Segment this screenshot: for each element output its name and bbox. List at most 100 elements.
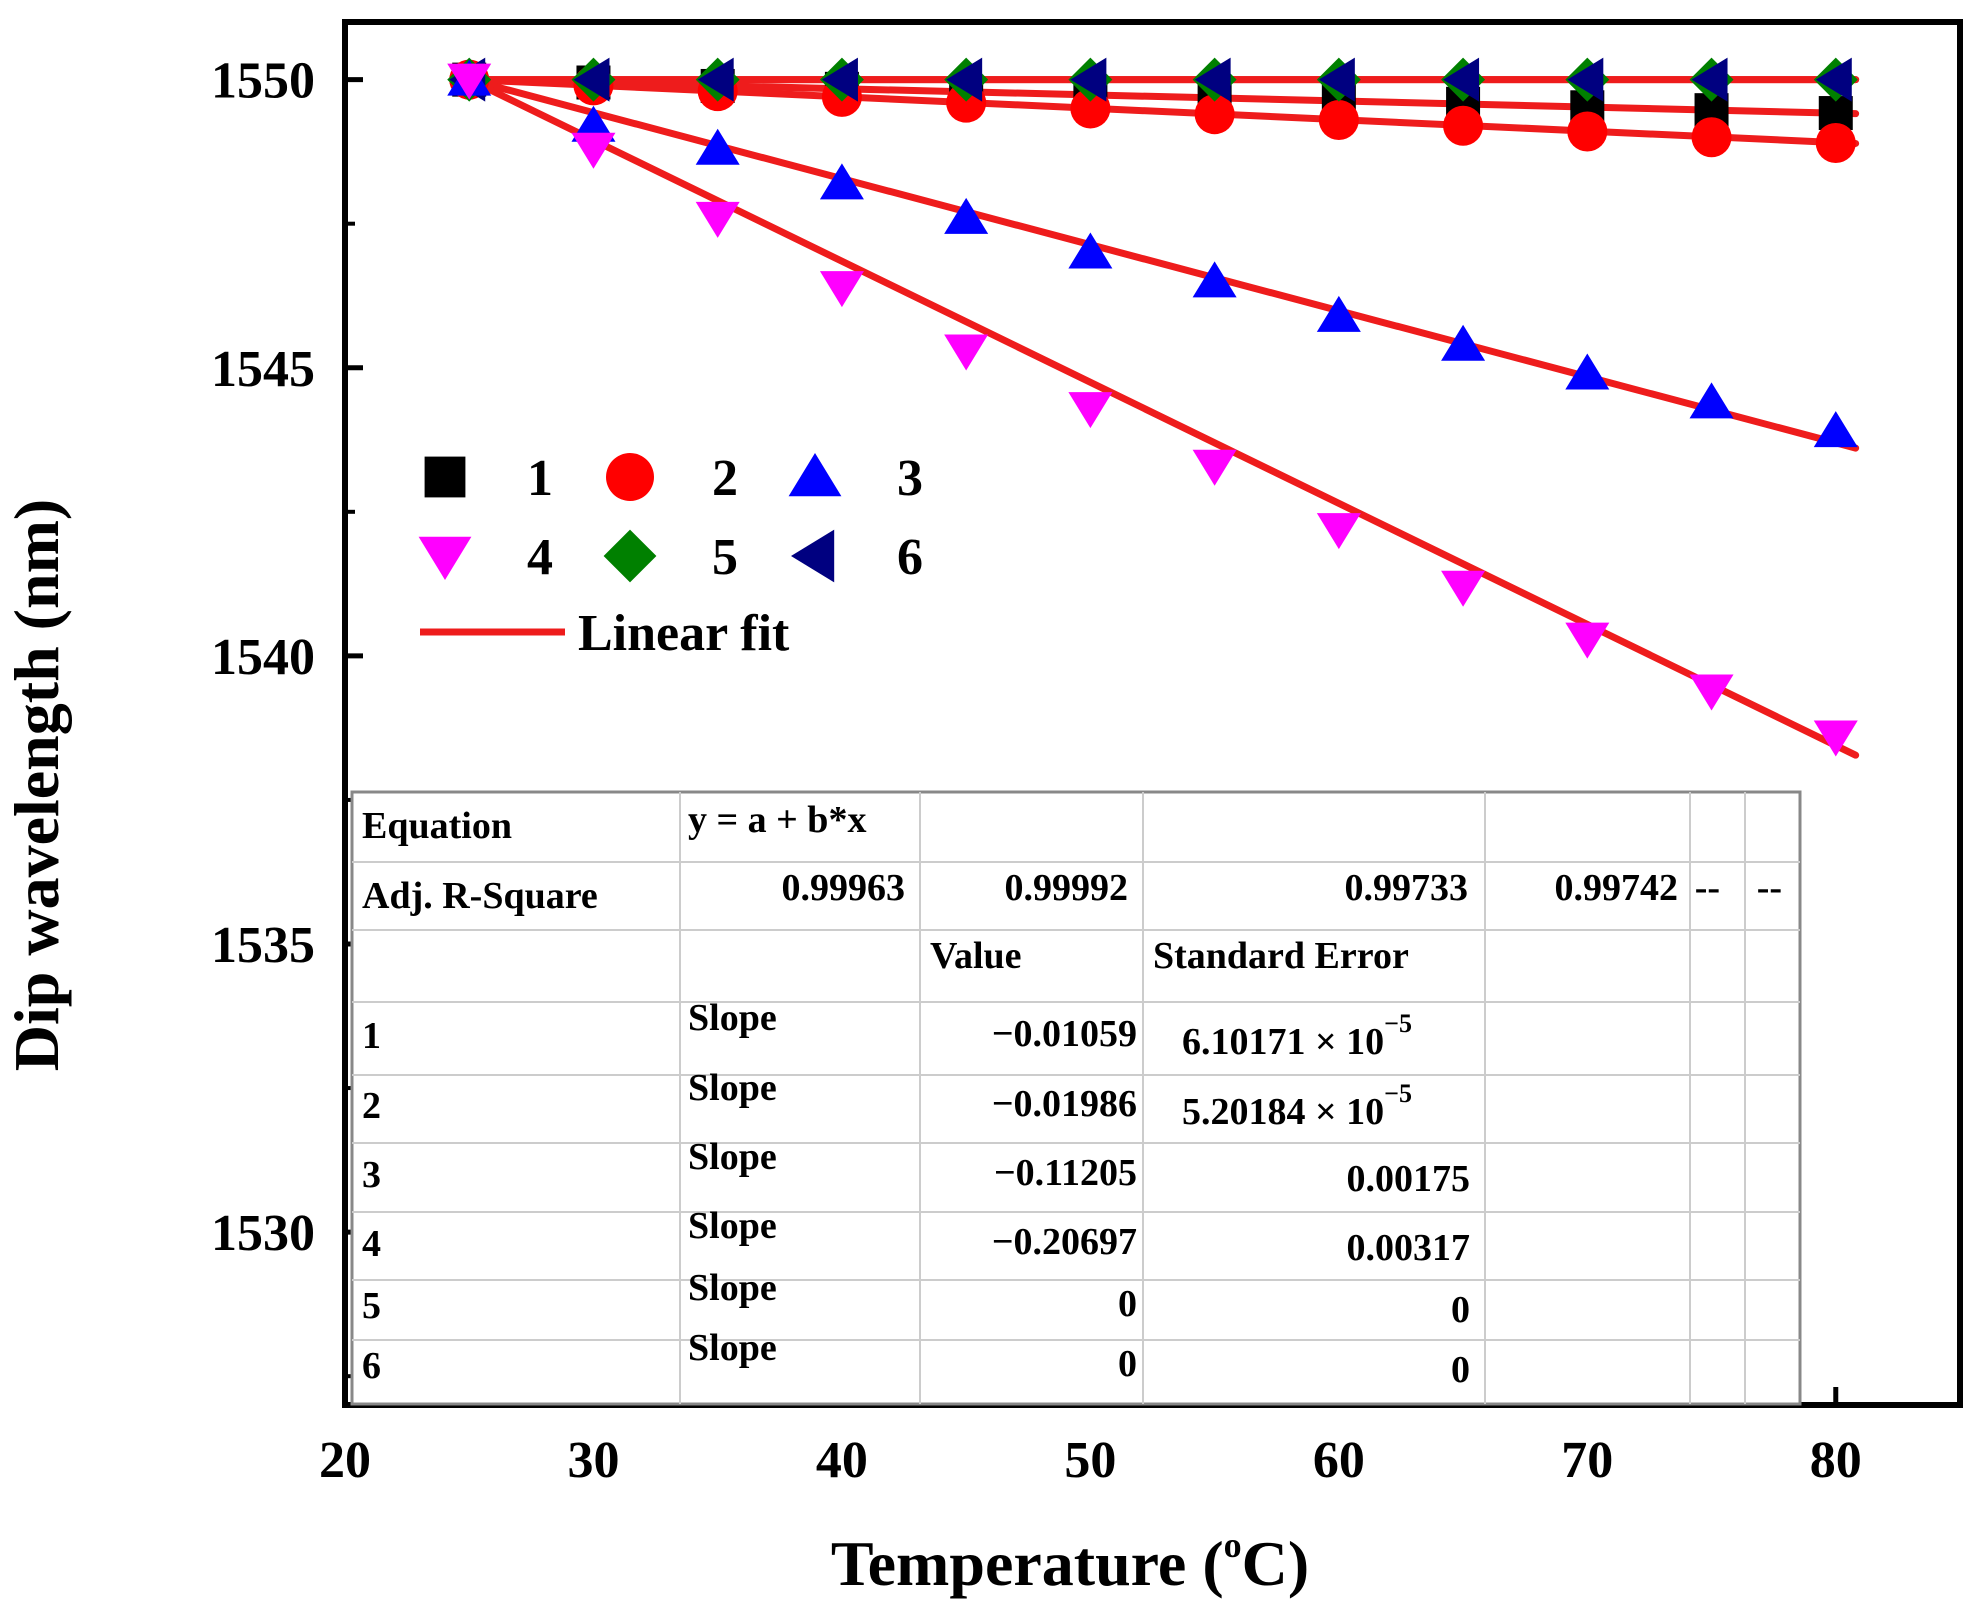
- point-series-3-35: [695, 128, 740, 165]
- point-series-6-50: [1070, 57, 1107, 102]
- x-tick-label-40: 40: [816, 1432, 868, 1489]
- x-tick-label-30: 30: [567, 1432, 619, 1489]
- table-row-param-4: Slope: [688, 1205, 777, 1247]
- table-row-se-mantissa-2: 5.20184 ×: [1182, 1091, 1346, 1133]
- point-series-4-35: [695, 201, 740, 238]
- table-row-name-4: 4: [362, 1223, 381, 1265]
- table-row-se-exp-2: −5: [1384, 1079, 1412, 1108]
- point-series-4-25: [447, 63, 492, 100]
- point-series-6-70: [1567, 57, 1604, 102]
- table-row-value-3: −0.11205: [994, 1152, 1137, 1194]
- legend: 1 2 3 4 5 6 Linear fit: [418, 450, 923, 662]
- table-row-value-6: 0: [1118, 1343, 1137, 1385]
- point-series-3-45: [944, 197, 989, 234]
- point-series-4-40: [819, 271, 864, 308]
- table-adj-r-value-3: 0.99733: [1345, 867, 1469, 909]
- table-row-name-6: 6: [362, 1345, 381, 1387]
- y-tick-label-1550: 1550: [211, 53, 315, 110]
- point-series-6-80: [1815, 57, 1852, 102]
- table-adj-r-value-6: --: [1757, 867, 1782, 909]
- x-tick-label-50: 50: [1064, 1432, 1116, 1489]
- x-axis-title-degree: o: [1224, 1525, 1242, 1565]
- table-row-param-2: Slope: [688, 1067, 777, 1109]
- table-row-se-mantissa-1: 6.10171 ×: [1182, 1021, 1346, 1063]
- point-series-3-50: [1068, 232, 1113, 269]
- table-adj-r-label: Adj. R-Square: [362, 875, 598, 917]
- point-series-6-30: [573, 57, 610, 102]
- legend-label-4: 4: [527, 529, 553, 586]
- legend-marker-3: [788, 453, 842, 497]
- table-row-se-2: 5.20184 × 10−5: [1182, 1079, 1412, 1133]
- point-series-3-80: [1813, 411, 1858, 448]
- point-series-4-55: [1192, 449, 1237, 486]
- point-series-6-35: [697, 57, 734, 102]
- point-series-2-50: [1070, 88, 1111, 129]
- table-row-se-6: 0: [1451, 1349, 1470, 1391]
- x-tick-label-80: 80: [1810, 1432, 1862, 1489]
- table-row-name-5: 5: [362, 1285, 381, 1327]
- table-se-header: Standard Error: [1153, 935, 1409, 977]
- table-row-name-2: 2: [362, 1085, 381, 1127]
- legend-label-5: 5: [712, 529, 738, 586]
- point-series-6-55: [1194, 57, 1231, 102]
- table-row-param-6: Slope: [688, 1327, 777, 1369]
- table-row-se-base-1: 10: [1346, 1021, 1384, 1063]
- table-adj-r-value-2: 0.99992: [1005, 867, 1129, 909]
- table-adj-r-value-4: 0.99742: [1555, 867, 1679, 909]
- table-row-se-5: 0: [1451, 1289, 1470, 1331]
- table-row-se-3: 0.00175: [1347, 1158, 1471, 1200]
- y-axis-title: Dip wavelength (nm): [1, 499, 72, 1071]
- table-row-name-1: 1: [362, 1015, 381, 1057]
- table-row-se-1: 6.10171 × 10−5: [1182, 1009, 1412, 1063]
- point-series-3-55: [1192, 261, 1237, 298]
- table-background: [350, 790, 1802, 1406]
- fit-line-4: [465, 76, 1860, 759]
- fit-results-table: Equation y = a + b*x Adj. R-Square 0.99963 0…: [350, 790, 1802, 1406]
- point-series-4-65: [1441, 570, 1486, 607]
- point-series-4-30: [571, 132, 616, 169]
- y-tick-label-1545: 1545: [211, 341, 315, 398]
- table-row-value-2: −0.01986: [992, 1083, 1137, 1125]
- point-series-2-70: [1567, 111, 1608, 152]
- point-series-6-65: [1443, 57, 1480, 102]
- point-series-3-30: [571, 105, 616, 142]
- legend-label-6: 6: [897, 529, 923, 586]
- table-equation-label: Equation: [362, 805, 512, 847]
- point-series-2-55: [1194, 94, 1235, 135]
- table-value-header: Value: [930, 935, 1022, 977]
- point-series-6-45: [946, 57, 983, 102]
- legend-marker-1: [424, 456, 466, 498]
- point-series-3-70: [1565, 353, 1610, 390]
- legend-label-1: 1: [527, 450, 553, 507]
- legend-marker-6: [791, 529, 835, 583]
- point-series-3-40: [819, 163, 864, 200]
- table-row-param-3: Slope: [688, 1136, 777, 1178]
- data-points: [447, 57, 1858, 757]
- y-tick-label-1535: 1535: [211, 917, 315, 974]
- point-series-3-65: [1441, 324, 1486, 361]
- point-series-2-75: [1691, 117, 1732, 158]
- point-series-4-75: [1689, 674, 1734, 711]
- point-series-3-60: [1316, 295, 1361, 332]
- point-series-4-70: [1565, 622, 1610, 659]
- point-series-2-60: [1318, 99, 1359, 140]
- table-row-value-5: 0: [1118, 1283, 1137, 1325]
- table-row-value-4: −0.20697: [992, 1221, 1137, 1263]
- point-series-2-65: [1443, 105, 1484, 146]
- point-series-4-50: [1068, 392, 1113, 429]
- point-series-3-75: [1689, 382, 1734, 419]
- table-row-param-1: Slope: [688, 997, 777, 1039]
- legend-marker-2: [606, 453, 654, 501]
- x-tick-label-70: 70: [1561, 1432, 1613, 1489]
- legend-fit-label: Linear fit: [578, 605, 790, 662]
- table-row-se-4: 0.00317: [1347, 1227, 1471, 1269]
- x-axis-title-main: Temperature (: [831, 1528, 1224, 1599]
- legend-label-2: 2: [712, 450, 738, 507]
- y-tick-label-1540: 1540: [211, 629, 315, 686]
- x-axis-title: Temperature (oC): [831, 1525, 1309, 1599]
- x-tick-label-60: 60: [1313, 1432, 1365, 1489]
- x-tick-label-20: 20: [319, 1432, 371, 1489]
